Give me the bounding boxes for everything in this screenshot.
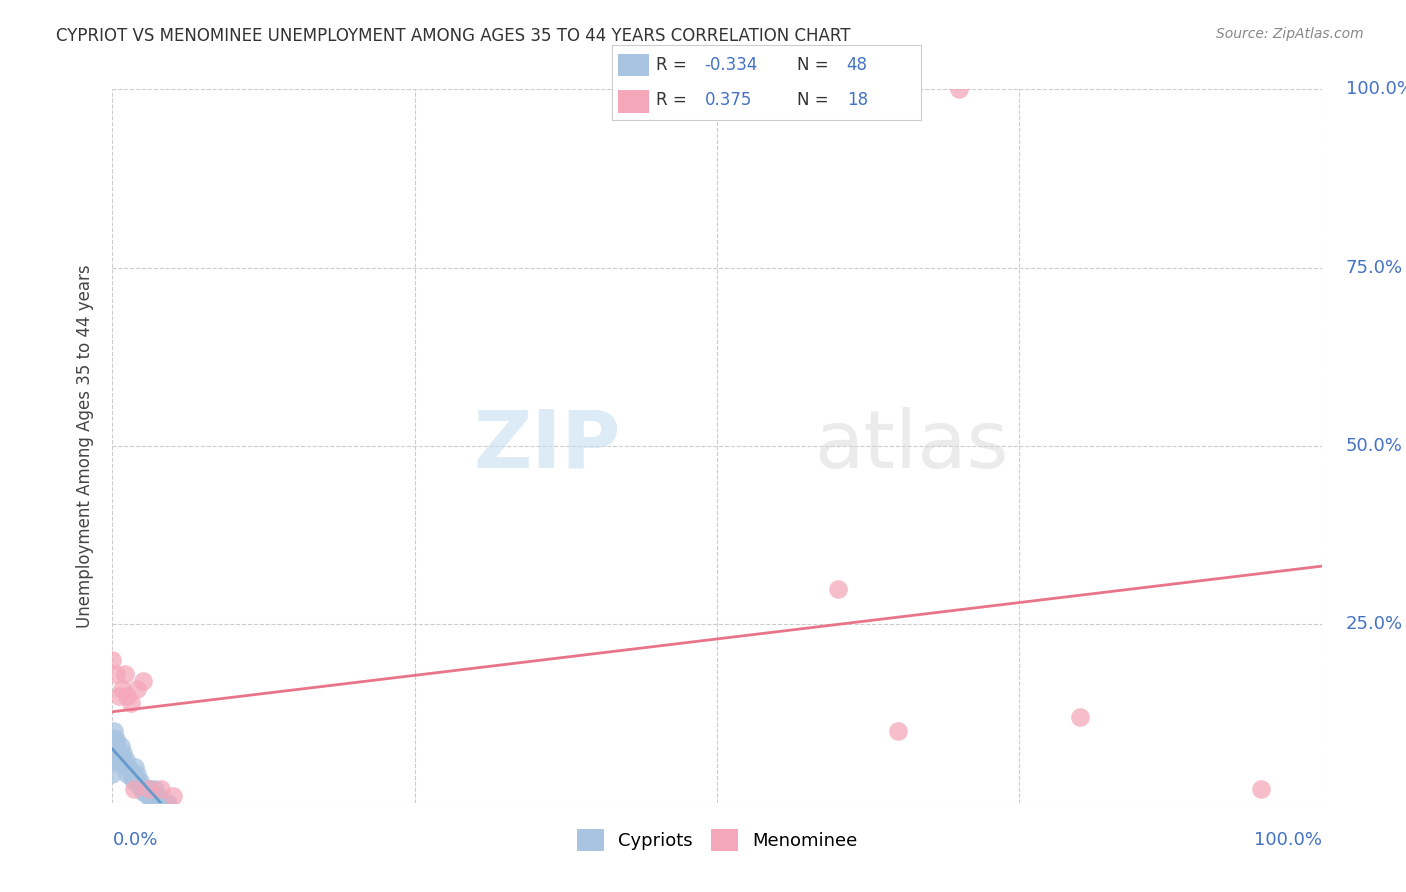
Text: 0.375: 0.375 (704, 91, 752, 109)
Point (105, 746, 128, 760)
Point (114, 753, 136, 767)
Point (120, 767, 142, 781)
Point (143, 781, 166, 796)
Point (115, 767, 138, 781)
Text: 0.0%: 0.0% (112, 831, 157, 849)
Point (115, 689, 138, 703)
Point (142, 789, 165, 803)
Text: -0.334: -0.334 (704, 56, 758, 74)
Text: Source: ZipAtlas.com: Source: ZipAtlas.com (1216, 27, 1364, 41)
Point (155, 796, 177, 810)
Point (141, 781, 163, 796)
Point (149, 796, 172, 810)
Point (128, 778, 150, 792)
Point (122, 774, 145, 789)
Text: 18: 18 (846, 91, 868, 109)
Point (114, 667, 136, 681)
Point (107, 689, 129, 703)
Point (108, 756, 131, 771)
Point (127, 774, 149, 789)
Point (132, 674, 155, 689)
Point (105, 731, 128, 746)
Point (131, 781, 153, 796)
Point (948, 82, 970, 96)
Point (827, 582, 849, 596)
Point (101, 653, 124, 667)
Point (157, 796, 180, 810)
Point (105, 667, 128, 681)
Point (138, 781, 160, 796)
Point (138, 781, 160, 796)
Point (145, 789, 167, 803)
Point (114, 756, 136, 771)
Point (162, 789, 184, 803)
Point (105, 735, 128, 749)
Point (132, 785, 155, 799)
Point (103, 731, 125, 746)
Text: N =: N = (797, 56, 828, 74)
Point (125, 681, 148, 696)
Point (134, 785, 156, 799)
Point (112, 746, 135, 760)
Text: atlas: atlas (814, 407, 1008, 485)
Point (122, 781, 145, 796)
Point (101, 749, 124, 764)
Point (125, 767, 148, 781)
Point (129, 774, 152, 789)
Point (141, 789, 163, 803)
Point (103, 724, 125, 739)
Point (111, 681, 134, 696)
Point (139, 789, 162, 803)
Point (104, 753, 127, 767)
Text: 48: 48 (846, 56, 868, 74)
Text: CYPRIOT VS MENOMINEE UNEMPLOYMENT AMONG AGES 35 TO 44 YEARS CORRELATION CHART: CYPRIOT VS MENOMINEE UNEMPLOYMENT AMONG … (56, 27, 851, 45)
Point (110, 739, 132, 753)
Point (121, 771, 143, 785)
Point (149, 781, 172, 796)
Text: 100.0%: 100.0% (1346, 80, 1406, 98)
Text: 100.0%: 100.0% (1254, 831, 1322, 849)
Point (104, 742, 127, 756)
Point (124, 760, 146, 774)
Point (122, 767, 145, 781)
Point (135, 781, 157, 796)
Y-axis label: Unemployment Among Ages 35 to 44 years: Unemployment Among Ages 35 to 44 years (76, 264, 94, 628)
Text: 75.0%: 75.0% (1346, 259, 1403, 277)
Point (136, 789, 159, 803)
Text: R =: R = (657, 56, 688, 74)
Point (117, 760, 139, 774)
Point (1069, 710, 1091, 724)
Text: 25.0%: 25.0% (1346, 615, 1403, 633)
Point (148, 789, 170, 803)
Point (120, 696, 142, 710)
Point (132, 781, 155, 796)
Text: ZIP: ZIP (472, 407, 620, 485)
Point (111, 749, 134, 764)
Point (152, 796, 174, 810)
FancyBboxPatch shape (617, 90, 648, 112)
Point (107, 753, 129, 767)
Point (1250, 781, 1272, 796)
Point (101, 739, 124, 753)
Text: 50.0%: 50.0% (1346, 437, 1403, 455)
Point (149, 796, 172, 810)
Legend: Cypriots, Menominee: Cypriots, Menominee (569, 822, 865, 858)
Point (101, 767, 124, 781)
Text: N =: N = (797, 91, 828, 109)
Point (146, 789, 169, 803)
Text: R =: R = (657, 91, 688, 109)
FancyBboxPatch shape (617, 54, 648, 77)
Point (887, 724, 910, 739)
